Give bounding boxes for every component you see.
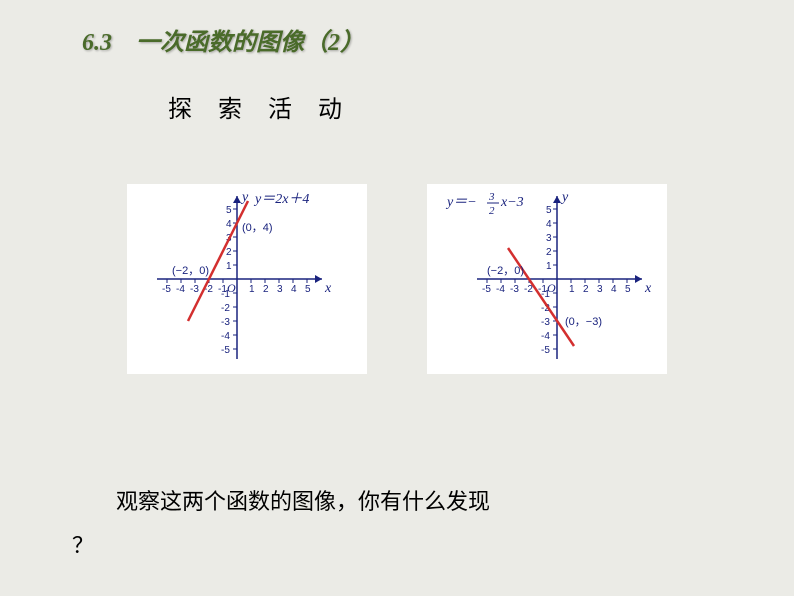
chart-1-equation: y＝2x＋4	[253, 192, 309, 207]
svg-text:2: 2	[583, 284, 589, 295]
chart-2-equation: y＝− 3 2 x−3	[445, 191, 524, 217]
chart-2-origin: O	[547, 281, 556, 295]
svg-text:4: 4	[611, 284, 617, 295]
chart-1-line	[188, 201, 248, 321]
chart-1: -5 -4 -3 -2 -1 1 2 3 4 5 5 4 3 2 1 -1 -2…	[127, 184, 367, 374]
svg-text:5: 5	[625, 284, 631, 295]
svg-text:1: 1	[546, 261, 552, 272]
bottom-text: 观察这两个函数的图像，你有什么发现 ？	[72, 480, 490, 568]
svg-text:y＝−: y＝−	[445, 195, 477, 210]
svg-text:-3: -3	[221, 317, 230, 328]
chart-2: -5 -4 -3 -2 -1 1 2 3 4 5 5 4 3 2 1 -1 -2…	[427, 184, 667, 374]
svg-text:3: 3	[488, 191, 495, 203]
svg-text:2: 2	[546, 247, 552, 258]
question-mark: ？	[72, 533, 94, 558]
svg-text:-4: -4	[221, 331, 230, 342]
svg-text:4: 4	[226, 219, 232, 230]
chart-2-point-0-neg3: (0，−3)	[565, 316, 602, 328]
charts-container: -5 -4 -3 -2 -1 1 2 3 4 5 5 4 3 2 1 -1 -2…	[0, 184, 794, 374]
chart-1-svg: -5 -4 -3 -2 -1 1 2 3 4 5 5 4 3 2 1 -1 -2…	[127, 184, 367, 374]
svg-text:-5: -5	[482, 284, 491, 295]
title-section: 6.3 一次函数的图像（2）	[0, 0, 794, 57]
svg-text:1: 1	[249, 284, 255, 295]
bottom-text-main: 观察这两个函数的图像，你有什么发现	[72, 489, 490, 514]
subtitle: 探 索 活 动	[0, 57, 794, 124]
svg-text:3: 3	[277, 284, 283, 295]
chart-2-svg: -5 -4 -3 -2 -1 1 2 3 4 5 5 4 3 2 1 -1 -2…	[427, 184, 667, 374]
page-title: 6.3 一次函数的图像（2）	[82, 22, 794, 57]
svg-text:2: 2	[226, 247, 232, 258]
svg-text:5: 5	[546, 205, 552, 216]
svg-text:3: 3	[597, 284, 603, 295]
svg-text:-5: -5	[162, 284, 171, 295]
svg-text:5: 5	[305, 284, 311, 295]
svg-text:-4: -4	[541, 331, 550, 342]
svg-text:1: 1	[569, 284, 575, 295]
svg-text:-5: -5	[541, 345, 550, 356]
chart-1-point-neg2-0: (−2，0)	[172, 265, 209, 277]
svg-text:-5: -5	[221, 345, 230, 356]
chart-2-y-label: y	[560, 190, 569, 205]
svg-text:-3: -3	[510, 284, 519, 295]
chart-1-x-label: x	[324, 281, 332, 296]
svg-text:x−3: x−3	[500, 195, 524, 210]
svg-text:-3: -3	[190, 284, 199, 295]
chart-2-x-label: x	[644, 281, 652, 296]
svg-text:-3: -3	[541, 317, 550, 328]
svg-text:1: 1	[226, 261, 232, 272]
svg-text:-4: -4	[176, 284, 185, 295]
svg-text:-2: -2	[221, 303, 230, 314]
chart-2-point-neg2-0: (−2，0)	[487, 265, 524, 277]
svg-text:4: 4	[546, 219, 552, 230]
svg-text:2: 2	[489, 205, 495, 217]
svg-text:-4: -4	[496, 284, 505, 295]
svg-text:5: 5	[226, 205, 232, 216]
svg-text:2: 2	[263, 284, 269, 295]
svg-text:3: 3	[546, 233, 552, 244]
chart-1-origin: O	[227, 281, 236, 295]
svg-text:4: 4	[291, 284, 297, 295]
chart-1-point-0-4: (0，4)	[242, 222, 273, 234]
